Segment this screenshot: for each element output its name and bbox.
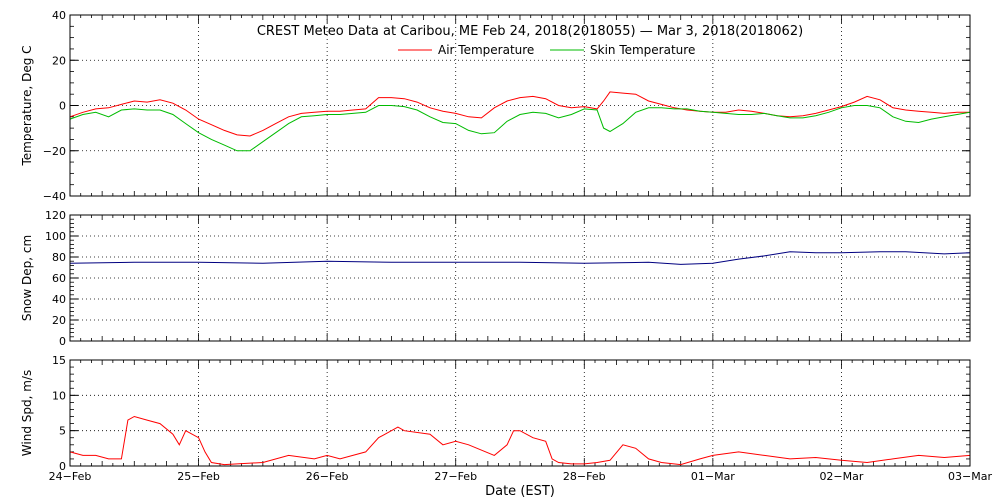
wind-speed-panel: 15 10 5 0 Wind Spd, m/s xyxy=(20,354,971,473)
panel-frame xyxy=(69,14,971,197)
x-tick-label: 03−Mar xyxy=(948,470,992,483)
x-tick-label: 26−Feb xyxy=(306,470,349,483)
temperature-panel: 40 20 0 −20 −40 Temperature, Deg C xyxy=(20,9,971,203)
temperature-legend: Air Temperature Skin Temperature xyxy=(398,43,695,57)
y-tick-label: 80 xyxy=(52,251,66,264)
y-tick-label: 60 xyxy=(52,272,66,285)
panel-frame xyxy=(69,359,971,467)
series-line-snow-depth xyxy=(69,251,971,265)
y-tick-label: 10 xyxy=(52,389,66,402)
skin-temperature-legend-label: Skin Temperature xyxy=(590,43,695,57)
y-tick-label: 5 xyxy=(59,425,66,438)
y-tick-label: 0 xyxy=(59,460,66,473)
x-axis-label: Date (EST) xyxy=(485,484,555,499)
y-tick-label: 20 xyxy=(52,314,66,327)
snow-depth-panel: 120 100 80 60 40 20 0 Snow Dep, cm xyxy=(20,209,971,348)
chart-title: CREST Meteo Data at Caribou, ME Feb 24, … xyxy=(257,24,803,39)
y-axis-label: Wind Spd, m/s xyxy=(20,370,34,456)
panel-frame xyxy=(69,214,971,342)
y-tick-label: 20 xyxy=(52,54,66,67)
air-temperature-legend-label: Air Temperature xyxy=(438,43,534,57)
x-tick-label: 01−Mar xyxy=(691,470,735,483)
y-axis-label: Temperature, Deg C xyxy=(20,45,34,166)
y-tick-label: −20 xyxy=(43,145,66,158)
y-tick-label: −40 xyxy=(43,190,66,203)
y-tick-label: 100 xyxy=(45,230,66,243)
y-tick-label: 0 xyxy=(59,335,66,348)
y-tick-label: 40 xyxy=(52,293,66,306)
x-tick-label: 24−Feb xyxy=(49,470,92,483)
x-tick-label: 25−Feb xyxy=(177,470,220,483)
series-line-skin-temperature xyxy=(69,105,971,152)
y-axis-label: Snow Dep, cm xyxy=(20,235,34,321)
y-tick-label: 40 xyxy=(52,9,66,22)
y-tick-label: 120 xyxy=(45,209,66,222)
series-line-wind-speed xyxy=(69,415,971,466)
series-line-air-temperature xyxy=(69,91,970,137)
x-tick-label: 02−Mar xyxy=(819,470,863,483)
x-tick-label: 27−Feb xyxy=(434,470,477,483)
x-tick-label: 28−Feb xyxy=(563,470,606,483)
y-tick-label: 0 xyxy=(59,100,66,113)
y-tick-label: 15 xyxy=(52,354,66,367)
